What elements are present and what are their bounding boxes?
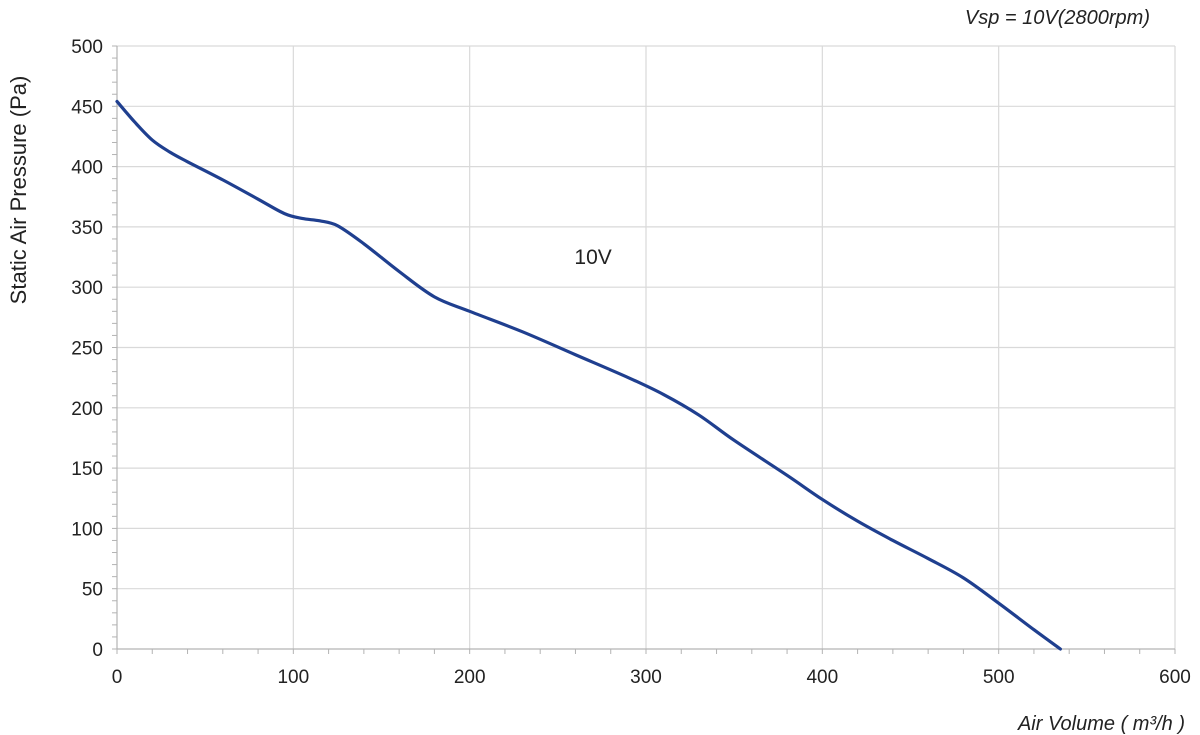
grid-lines — [117, 45, 1176, 649]
y-tick-label-150: 150 — [71, 459, 103, 480]
x-tick-label-200: 200 — [454, 667, 486, 688]
data-series — [115, 99, 1062, 651]
x-tick-label-0: 0 — [112, 667, 123, 688]
x-tick-label-300: 300 — [630, 667, 662, 688]
y-axis-title: Static Air Pressure (Pa) — [6, 76, 31, 305]
x-tick-label-600: 600 — [1159, 667, 1191, 688]
y-tick-label-350: 350 — [71, 218, 103, 239]
y-tick-label-0: 0 — [92, 640, 103, 661]
y-tick-label-300: 300 — [71, 278, 103, 299]
x-axis-title: Air Volume ( m³/h ) — [1017, 713, 1185, 735]
x-tick-label-500: 500 — [983, 667, 1015, 688]
x-tick-label-400: 400 — [806, 667, 838, 688]
y-tick-label-400: 400 — [71, 158, 103, 179]
chart-title: Vsp = 10V(2800rpm) — [965, 7, 1150, 29]
tick-labels: 0 50 100 150 200 250 300 350 400 450 500 0 100 200 300… — [71, 37, 1191, 688]
series-line-0 — [115, 99, 1062, 651]
y-tick-label-250: 250 — [71, 339, 103, 360]
x-tick-label-100: 100 — [277, 667, 309, 688]
y-tick-label-100: 100 — [71, 519, 103, 540]
y-tick-label-450: 450 — [71, 97, 103, 118]
series-annotation-10v: 10V — [574, 246, 611, 269]
y-tick-label-500: 500 — [71, 37, 103, 58]
y-tick-label-200: 200 — [71, 399, 103, 420]
y-tick-label-50: 50 — [82, 580, 103, 601]
axes — [112, 45, 1176, 654]
